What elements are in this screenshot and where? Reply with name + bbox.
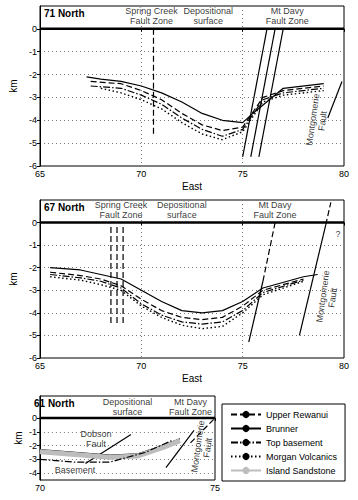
svg-text:-4: -4 — [29, 115, 37, 125]
svg-text:Upper Rewanui: Upper Rewanui — [266, 410, 328, 420]
svg-text:Depositional: Depositional — [157, 200, 207, 210]
svg-text:-5: -5 — [29, 138, 37, 148]
svg-text:East: East — [182, 181, 202, 192]
svg-text:Dobson: Dobson — [80, 429, 111, 439]
svg-text:Fault Zone: Fault Zone — [130, 16, 173, 26]
svg-text:-2: -2 — [29, 441, 37, 451]
svg-text:Montgomerie: Montgomerie — [189, 419, 207, 473]
svg-text:Island Sandstone: Island Sandstone — [266, 466, 336, 476]
svg-text:0: 0 — [32, 413, 37, 423]
svg-text:-1: -1 — [29, 427, 37, 437]
svg-text:Spring Creek: Spring Creek — [125, 6, 178, 16]
svg-text:-3: -3 — [29, 92, 37, 102]
svg-text:surface: surface — [193, 16, 223, 26]
svg-text:Fault Zone: Fault Zone — [266, 16, 309, 26]
svg-text:Depositional: Depositional — [183, 6, 233, 16]
svg-text:67 North: 67 North — [44, 202, 85, 213]
svg-text:Fault: Fault — [326, 287, 339, 309]
svg-text:surface: surface — [113, 407, 143, 417]
svg-text:?: ? — [335, 229, 340, 239]
svg-text:-6: -6 — [29, 161, 37, 171]
svg-text:Mt Davy: Mt Davy — [259, 200, 293, 210]
svg-text:Depositional: Depositional — [103, 397, 153, 407]
svg-text:-1: -1 — [29, 47, 37, 57]
svg-text:Fault: Fault — [86, 439, 107, 449]
svg-text:75: 75 — [238, 361, 248, 371]
svg-text:Fault Zone: Fault Zone — [254, 210, 297, 220]
svg-text:-3: -3 — [29, 454, 37, 464]
svg-text:Morgan Volcanics: Morgan Volcanics — [266, 452, 338, 462]
svg-text:Fault: Fault — [201, 437, 214, 459]
svg-text:Fault Zone: Fault Zone — [100, 210, 143, 220]
svg-text:65: 65 — [35, 169, 45, 179]
svg-text:km: km — [13, 431, 24, 444]
svg-text:Mt Davy: Mt Davy — [271, 6, 305, 16]
svg-text:70: 70 — [136, 361, 146, 371]
svg-text:Top basement: Top basement — [266, 438, 323, 448]
svg-text:Spring Creek: Spring Creek — [95, 200, 148, 210]
svg-text:surface: surface — [167, 210, 197, 220]
svg-text:0: 0 — [32, 24, 37, 34]
svg-text:75: 75 — [210, 483, 220, 493]
svg-text:70: 70 — [35, 483, 45, 493]
svg-text:Montgomerie: Montgomerie — [314, 269, 332, 323]
svg-text:-6: -6 — [29, 353, 37, 363]
svg-text:-4: -4 — [29, 308, 37, 318]
svg-text:Brunner: Brunner — [266, 424, 298, 434]
svg-text:Montgomerie: Montgomerie — [304, 92, 322, 147]
svg-text:Basement: Basement — [55, 465, 96, 475]
svg-text:Mt Davy: Mt Davy — [174, 397, 208, 407]
svg-text:Fault: Fault — [316, 110, 329, 132]
svg-text:km: km — [8, 79, 19, 92]
svg-text:71 North: 71 North — [44, 8, 85, 19]
svg-text:61 North: 61 North — [34, 398, 75, 409]
svg-text:-2: -2 — [29, 263, 37, 273]
svg-text:-1: -1 — [29, 240, 37, 250]
svg-text:East: East — [182, 373, 202, 384]
svg-text:75: 75 — [238, 169, 248, 179]
svg-text:-3: -3 — [29, 285, 37, 295]
svg-text:70: 70 — [136, 169, 146, 179]
svg-text:65: 65 — [35, 361, 45, 371]
svg-text:0: 0 — [32, 218, 37, 228]
svg-text:Fault Zone: Fault Zone — [169, 407, 212, 417]
svg-text:-4: -4 — [29, 468, 37, 478]
svg-text:-2: -2 — [29, 70, 37, 80]
svg-text:-5: -5 — [29, 330, 37, 340]
svg-text:80: 80 — [339, 169, 349, 179]
svg-text:km: km — [8, 272, 19, 285]
svg-text:80: 80 — [339, 361, 349, 371]
